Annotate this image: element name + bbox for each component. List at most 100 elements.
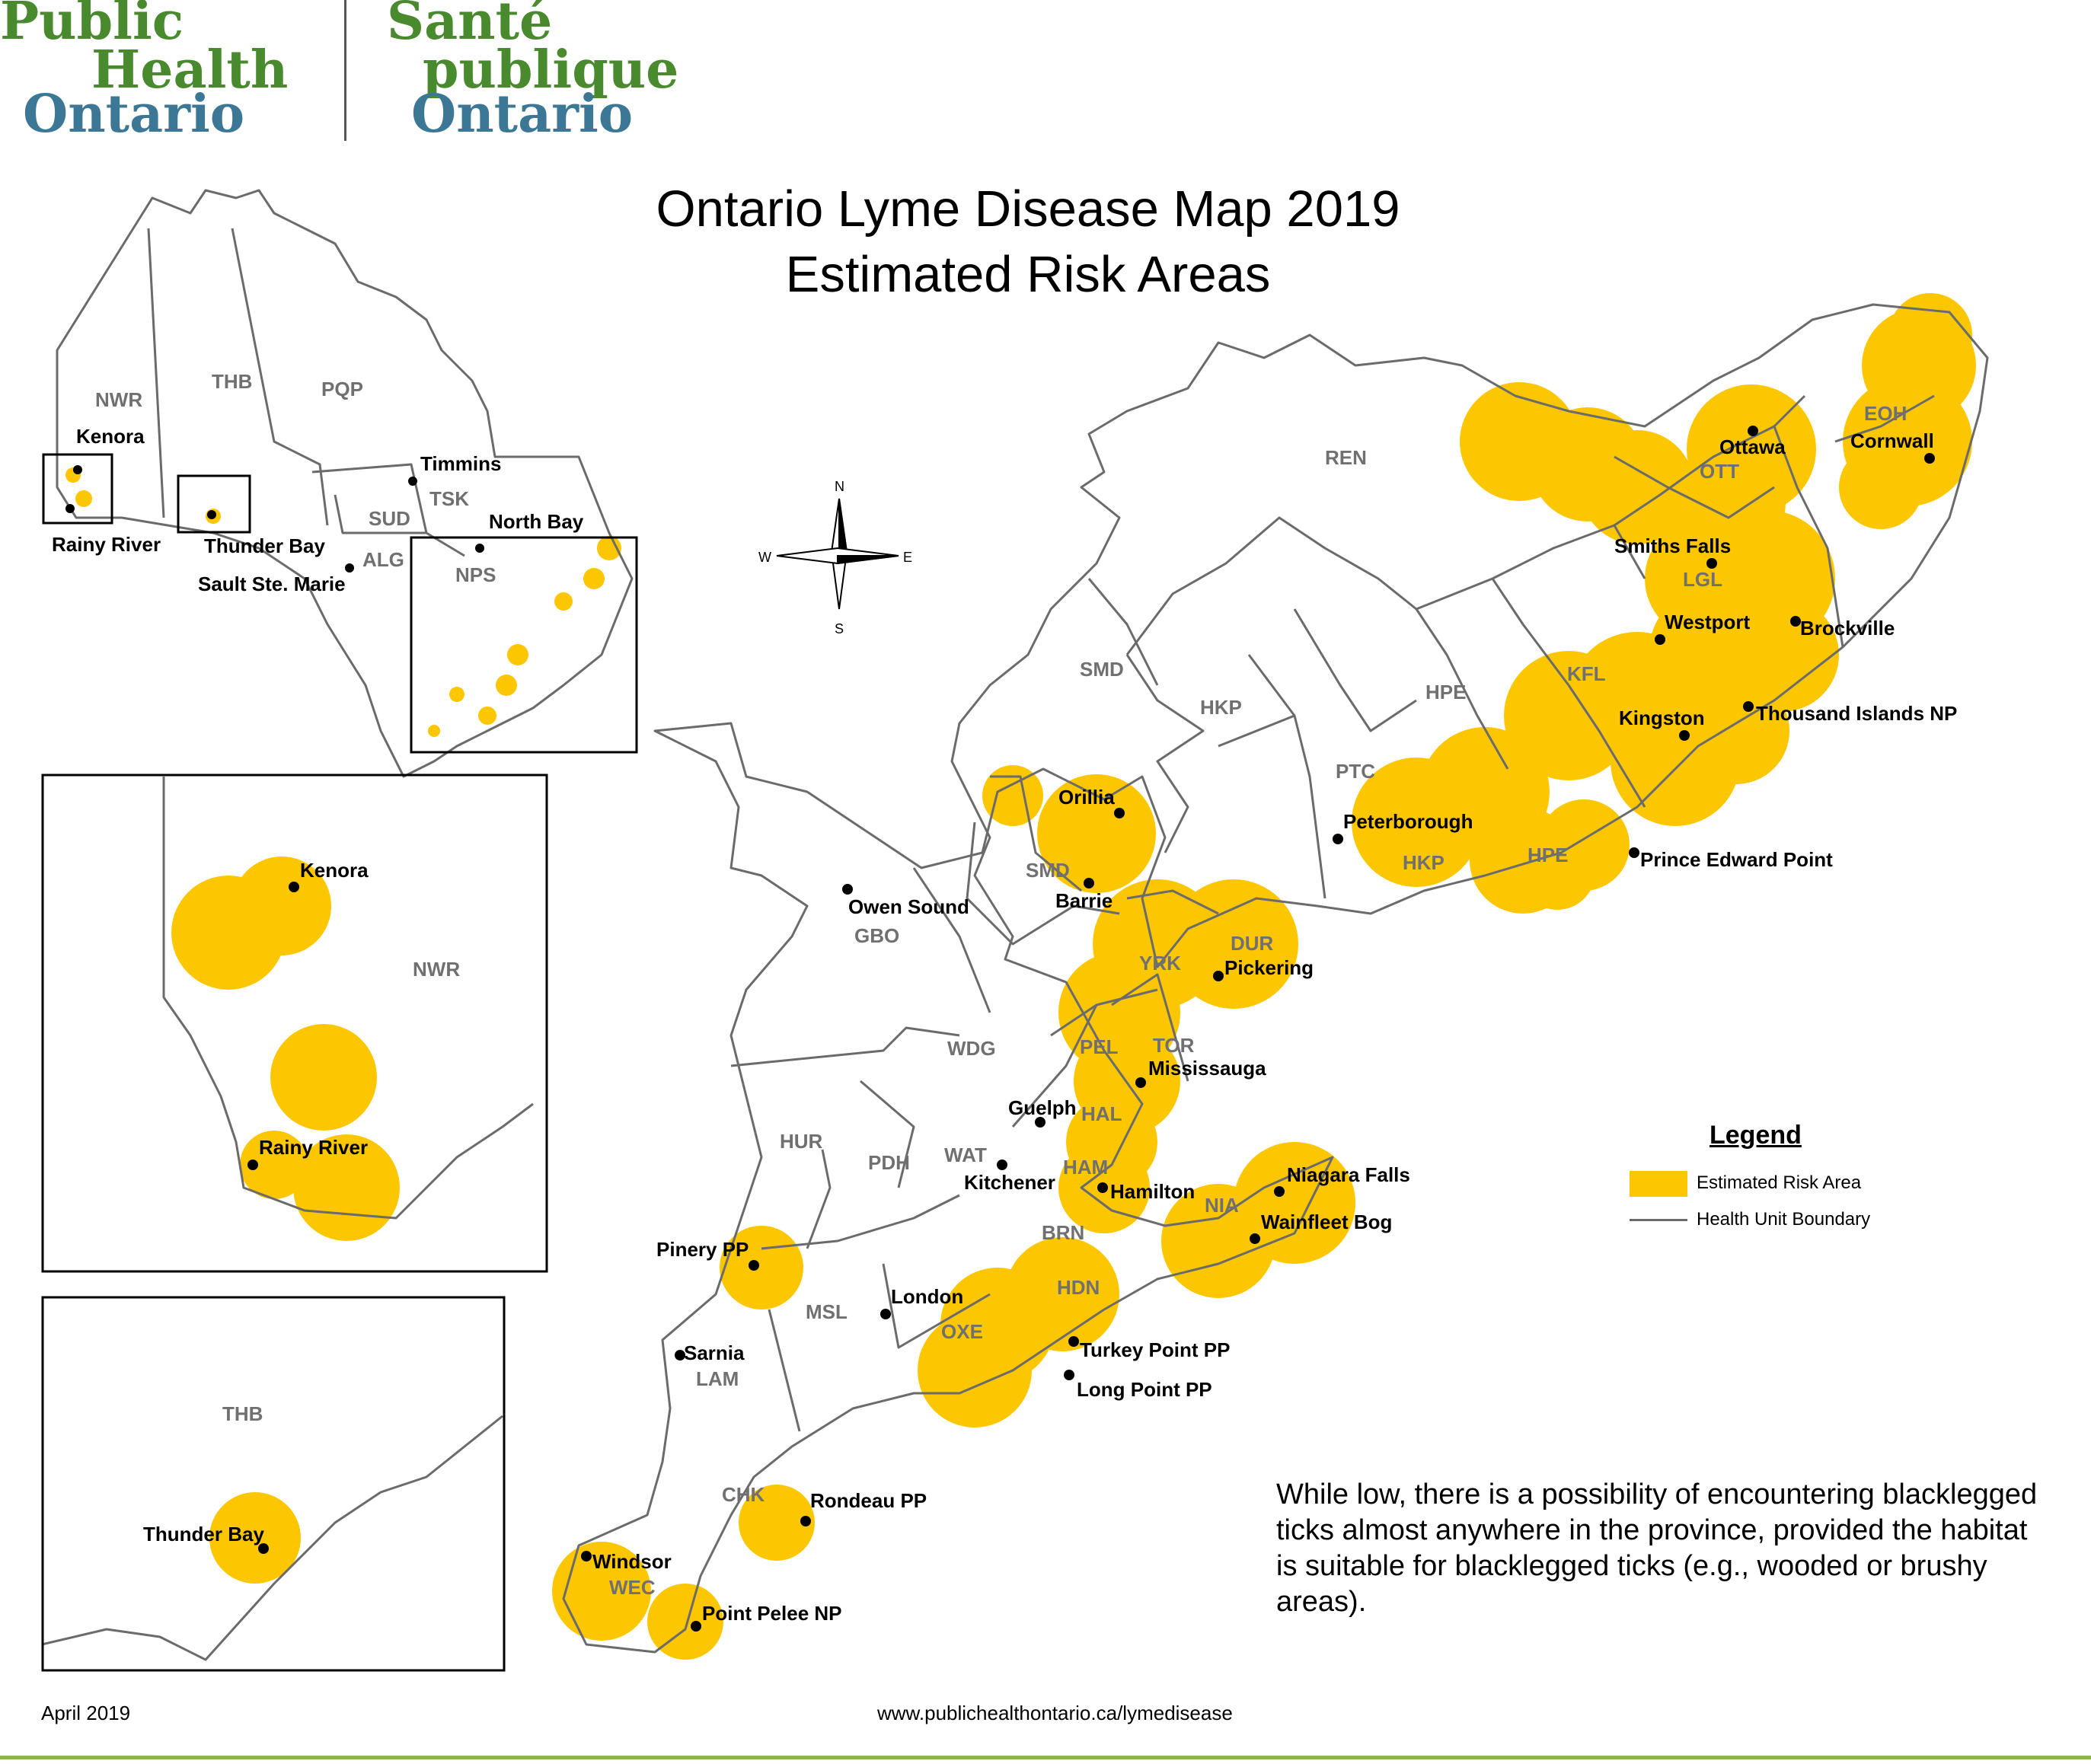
risk-note: While low, there is a possibility of enc… <box>1276 1479 2038 1618</box>
hu-tsk: TSK <box>429 487 469 510</box>
place-westport: Westport <box>1665 611 1751 633</box>
map-title-line1: Ontario Lyme Disease Map 2019 <box>656 180 1400 238</box>
hu-hdn: HDN <box>1057 1276 1100 1299</box>
hu-hpe2: HPE <box>1528 844 1568 866</box>
place-kenora-overview: Kenora <box>76 425 145 448</box>
place-hamilton: Hamilton <box>1110 1180 1195 1203</box>
hu-pel: PEL <box>1080 1035 1119 1058</box>
hu-brn: BRN <box>1042 1221 1084 1244</box>
place-thousand-islands: Thousand Islands NP <box>1756 702 1957 725</box>
hu-smd: SMD <box>1080 658 1124 681</box>
hu-alg: ALG <box>362 548 404 571</box>
place-rainy-river-inset: Rainy River <box>259 1136 368 1159</box>
legend-boundary-label: Health Unit Boundary <box>1697 1209 1871 1230</box>
inset-frames <box>41 453 638 1672</box>
place-sault: Sault Ste. Marie <box>198 573 346 595</box>
place-owen-sound: Owen Sound <box>848 895 969 918</box>
place-windsor: Windsor <box>592 1550 672 1573</box>
hu-yrk: YRK <box>1139 952 1181 975</box>
logo-en-line2: Health <box>91 40 289 100</box>
hu-msl: MSL <box>806 1300 848 1323</box>
legend-risk-label: Estimated Risk Area <box>1697 1172 1862 1193</box>
hu-kfl: KFL <box>1567 662 1606 685</box>
place-pickering: Pickering <box>1224 956 1314 979</box>
place-thunder-bay-overview: Thunder Bay <box>204 534 325 557</box>
hu-lam: LAM <box>696 1367 739 1390</box>
hu-hpe: HPE <box>1425 681 1466 703</box>
place-point-pelee: Point Pelee NP <box>702 1602 842 1625</box>
legend-boundary-line <box>1630 1219 1687 1221</box>
hu-eoh: EOH <box>1864 402 1907 425</box>
hu-hal: HAL <box>1081 1102 1122 1125</box>
place-guelph: Guelph <box>1008 1096 1077 1119</box>
hu-chk: CHK <box>722 1483 765 1506</box>
boundaries <box>41 189 1989 1661</box>
logo-fr-line1: Santé <box>387 0 553 52</box>
hu-thb: THB <box>212 370 252 393</box>
compass-e: E <box>903 550 912 565</box>
footer-date: April 2019 <box>41 1702 131 1724</box>
place-london: London <box>891 1285 963 1308</box>
place-pinery: Pinery PP <box>656 1238 749 1261</box>
health-unit-labels: NWR THB PQP SUD TSK ALG NPS REN EOH OTT … <box>95 370 1907 1599</box>
place-kingston: Kingston <box>1619 707 1705 729</box>
hu-wec: WEC <box>609 1576 656 1599</box>
place-rondeau: Rondeau PP <box>810 1489 927 1512</box>
place-sarnia: Sarnia <box>684 1341 745 1364</box>
place-prince-edward: Prince Edward Point <box>1640 848 1833 871</box>
hu-sud: SUD <box>369 507 410 530</box>
place-timmins: Timmins <box>420 452 501 475</box>
compass-s: S <box>835 621 844 636</box>
place-mississauga: Mississauga <box>1148 1057 1266 1080</box>
hu-ham: HAM <box>1063 1156 1108 1179</box>
place-ottawa: Ottawa <box>1719 435 1786 458</box>
place-north-bay: North Bay <box>489 510 584 533</box>
place-barrie: Barrie <box>1055 889 1113 912</box>
place-orillia: Orillia <box>1058 786 1115 809</box>
logo-divider <box>344 0 346 141</box>
hu-ptc: PTC <box>1336 760 1375 783</box>
city-markers <box>65 426 1935 1632</box>
place-smiths-falls: Smiths Falls <box>1614 534 1731 557</box>
place-kitchener: Kitchener <box>964 1171 1055 1194</box>
hu-wat: WAT <box>944 1144 987 1166</box>
place-labels: Kenora Rainy River Thunder Bay Sault Ste… <box>52 425 1957 1625</box>
hu-wdg: WDG <box>947 1037 996 1060</box>
logo-en-line3: Ontario <box>23 84 245 145</box>
hu-thb-inset: THB <box>222 1402 263 1425</box>
place-turkey-point: Turkey Point PP <box>1080 1338 1230 1361</box>
place-long-point: Long Point PP <box>1077 1378 1212 1401</box>
map-title-line2: Estimated Risk Areas <box>785 246 1271 303</box>
hu-gbo: GBO <box>854 924 899 947</box>
hu-tor: TOR <box>1153 1034 1195 1057</box>
bottom-rule <box>0 1756 2091 1759</box>
hu-nwr-inset: NWR <box>413 958 460 981</box>
hu-pqp: PQP <box>321 378 363 400</box>
compass-rose <box>776 498 899 610</box>
place-peterborough: Peterborough <box>1343 810 1473 833</box>
hu-hkp: HKP <box>1200 696 1242 719</box>
hu-smd2: SMD <box>1026 859 1070 882</box>
place-thunder-bay-inset: Thunder Bay <box>143 1523 264 1545</box>
logo-en-line1: Public <box>0 0 184 52</box>
place-brockville: Brockville <box>1800 617 1895 640</box>
place-wainfleet: Wainfleet Bog <box>1261 1211 1392 1233</box>
hu-oxe: OXE <box>941 1320 983 1343</box>
place-kenora-inset: Kenora <box>300 859 369 882</box>
place-cornwall: Cornwall <box>1850 429 1934 452</box>
compass-n: N <box>835 479 844 494</box>
hu-nps: NPS <box>455 563 496 586</box>
logo-fr-line2: publique <box>423 40 679 100</box>
legend-risk-swatch <box>1630 1171 1687 1197</box>
hu-ren: REN <box>1325 446 1367 469</box>
hu-nia: NIA <box>1205 1194 1239 1217</box>
legend-title: Legend <box>1710 1121 1802 1150</box>
compass-w: W <box>758 550 771 565</box>
logo-fr-line3: Ontario <box>411 84 634 145</box>
footer-url[interactable]: www.publichealthontario.ca/lymedisease <box>877 1702 1233 1724</box>
hu-ott: OTT <box>1700 460 1739 483</box>
hu-pdh: PDH <box>868 1151 910 1174</box>
hu-nwr: NWR <box>95 388 142 411</box>
place-niagara-falls: Niagara Falls <box>1287 1163 1410 1186</box>
